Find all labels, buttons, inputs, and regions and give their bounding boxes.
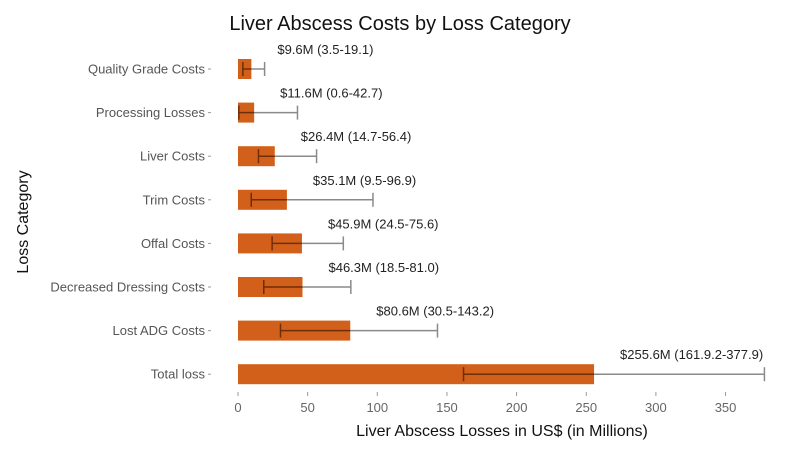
y-axis-title: Loss Category (15, 170, 32, 273)
bar (238, 364, 595, 385)
data-label: $35.1M (9.5-96.9) (313, 173, 416, 188)
data-label: $45.9M (24.5-75.6) (328, 216, 439, 231)
x-tick-label: 100 (366, 400, 388, 415)
x-tick-label: 350 (715, 400, 737, 415)
x-tick-label: 50 (300, 400, 314, 415)
x-tick-label: 150 (436, 400, 458, 415)
bar (238, 146, 275, 167)
bar (238, 233, 302, 254)
category-label: Quality Grade Costs (88, 62, 206, 77)
data-label: $9.6M (3.5-19.1) (277, 42, 373, 57)
category-label: Decreased Dressing Costs (50, 280, 205, 295)
data-label: $26.4M (14.7-56.4) (301, 129, 412, 144)
data-label: $255.6M (161.9.2-377.9) (620, 347, 763, 362)
x-axis-title: Liver Abscess Losses in US$ (in Millions… (356, 423, 648, 440)
category-label: Total loss (151, 367, 206, 382)
data-label: $46.3M (18.5-81.0) (328, 260, 439, 275)
category-label: Trim Costs (143, 192, 206, 207)
category-label: Processing Losses (96, 105, 206, 120)
data-label: $11.6M (0.6-42.7) (280, 86, 382, 101)
x-tick-label: 0 (234, 400, 241, 415)
chart-title: Liver Abscess Costs by Loss Category (229, 13, 570, 35)
data-label: $80.6M (30.5-143.2) (376, 304, 494, 319)
x-tick-label: 300 (645, 400, 667, 415)
category-label: Lost ADG Costs (113, 323, 206, 338)
category-label: Offal Costs (141, 236, 206, 251)
x-tick-label: 200 (506, 400, 528, 415)
x-tick-label: 250 (575, 400, 597, 415)
category-label: Liver Costs (140, 149, 206, 164)
